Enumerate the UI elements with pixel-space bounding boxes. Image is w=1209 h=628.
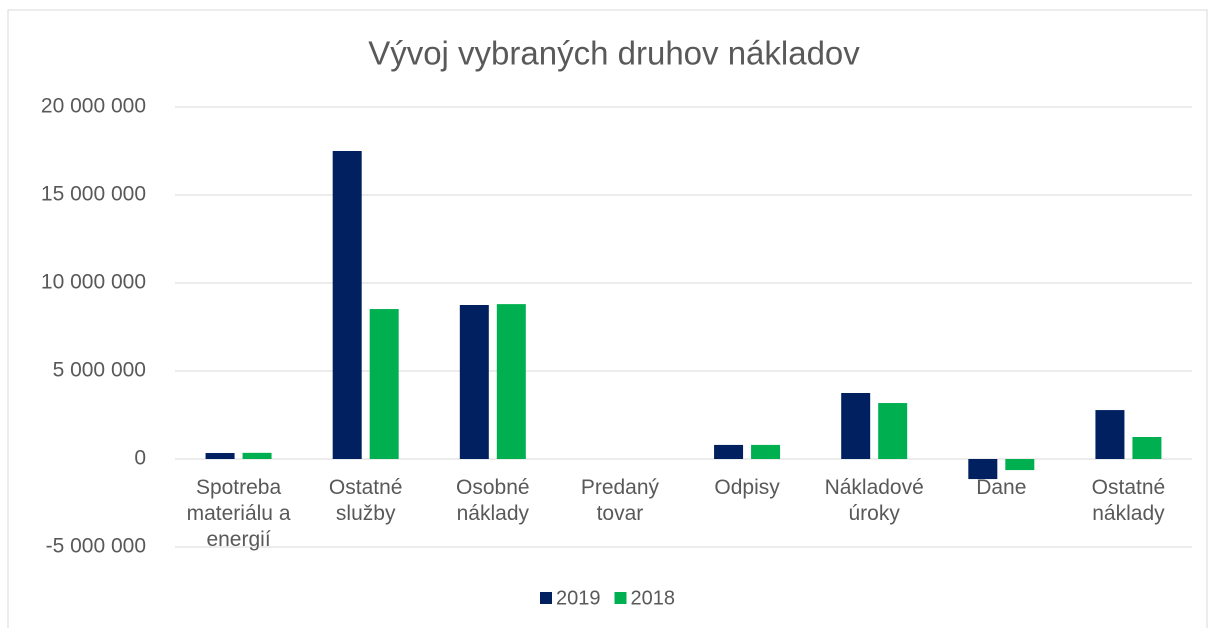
- x-tick-label: Dane: [976, 476, 1027, 499]
- bar: [751, 444, 781, 459]
- bar: [968, 459, 998, 480]
- bar: [459, 305, 489, 459]
- bar: [878, 403, 908, 459]
- chart-border: [7, 9, 1208, 628]
- chart-title: Vývoj vybraných druhov nákladov: [368, 35, 860, 72]
- bar: [714, 444, 744, 459]
- bar: [242, 452, 272, 459]
- legend-label: 2019: [556, 587, 601, 609]
- x-tick-label: Predaný tovar: [580, 476, 660, 525]
- x-tick-label: Ostatné služby: [328, 476, 403, 525]
- bar: [496, 304, 526, 459]
- x-tick-label: Odpisy: [714, 476, 780, 499]
- bar: [1005, 459, 1035, 471]
- legend-label: 2018: [631, 587, 676, 609]
- bar: [332, 151, 362, 459]
- bar: [841, 393, 871, 459]
- y-tick-label: 15 000 000: [41, 183, 146, 206]
- bar: [1132, 437, 1162, 459]
- x-tick-label: Ostatné náklady: [1091, 476, 1166, 525]
- bar: [1095, 410, 1125, 459]
- bar: [369, 309, 399, 459]
- y-tick-label: -5 000 000: [46, 535, 146, 558]
- y-tick-label: 10 000 000: [41, 271, 146, 294]
- x-tick-label: Nákladové úroky: [824, 476, 924, 525]
- x-tick-label: Spotreba materiálu a energií: [186, 476, 291, 551]
- x-tick-label: Osobné náklady: [456, 476, 530, 525]
- y-tick-label: 5 000 000: [53, 359, 146, 382]
- legend-swatch: [614, 592, 627, 604]
- y-tick-label: 20 000 000: [41, 95, 146, 118]
- y-tick-label: 0: [134, 447, 146, 470]
- legend-swatch: [540, 592, 552, 604]
- bar: [205, 453, 235, 459]
